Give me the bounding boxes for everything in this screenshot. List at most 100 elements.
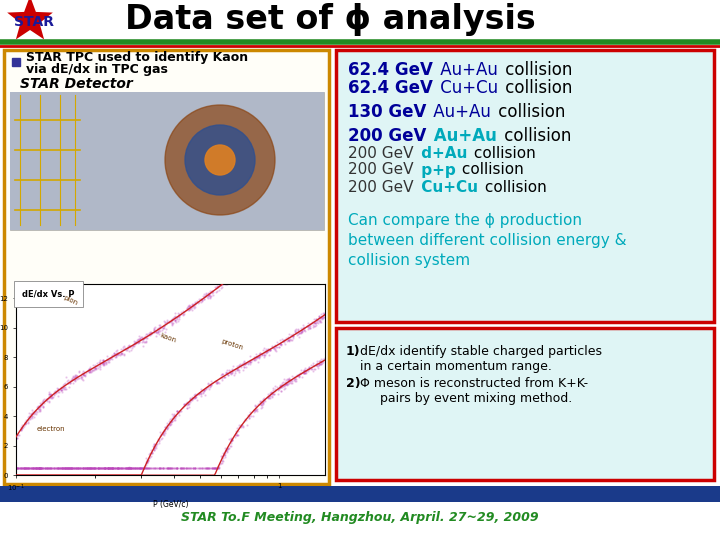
Text: STAR: STAR <box>14 15 54 29</box>
Point <box>210 463 221 472</box>
Point <box>206 377 217 386</box>
Point <box>242 265 253 273</box>
Point <box>33 463 45 472</box>
Point <box>189 301 200 310</box>
Point <box>308 364 320 373</box>
Point <box>137 337 148 346</box>
Point <box>23 463 35 472</box>
Point <box>174 463 186 472</box>
Point <box>311 360 323 368</box>
Point <box>22 463 34 472</box>
Point <box>141 332 153 340</box>
Point <box>313 311 325 320</box>
Point <box>300 265 311 273</box>
Point <box>181 397 193 406</box>
Point <box>84 265 95 273</box>
Point <box>277 265 289 273</box>
Point <box>132 338 144 347</box>
Point <box>130 265 142 273</box>
Point <box>81 463 93 472</box>
Point <box>66 463 77 472</box>
Point <box>44 388 55 396</box>
Point <box>133 338 145 347</box>
Point <box>43 265 55 273</box>
Point <box>73 265 85 273</box>
Point <box>255 349 266 357</box>
Point <box>19 463 31 472</box>
Point <box>149 265 161 273</box>
Point <box>130 339 142 348</box>
Point <box>102 463 114 472</box>
Point <box>157 434 168 442</box>
Point <box>85 463 96 472</box>
Point <box>166 420 177 428</box>
Point <box>46 265 58 273</box>
Point <box>235 423 246 431</box>
Point <box>138 463 150 472</box>
Point <box>202 265 213 273</box>
Point <box>231 361 243 370</box>
Point <box>312 265 324 273</box>
Point <box>61 265 73 273</box>
Point <box>320 265 331 273</box>
Point <box>315 315 326 324</box>
Point <box>56 463 68 472</box>
Point <box>284 335 295 344</box>
Point <box>307 265 319 273</box>
Point <box>35 406 46 414</box>
Point <box>37 463 48 472</box>
Point <box>240 265 251 273</box>
Point <box>294 265 305 273</box>
Point <box>161 265 172 273</box>
Point <box>73 367 84 375</box>
Point <box>254 265 266 273</box>
Point <box>66 375 78 384</box>
Point <box>102 265 114 273</box>
Point <box>248 265 260 273</box>
Point <box>98 463 109 472</box>
Point <box>172 265 184 273</box>
Point <box>69 371 81 380</box>
FancyBboxPatch shape <box>0 486 720 502</box>
Point <box>157 428 168 437</box>
Point <box>289 327 301 335</box>
Point <box>251 352 263 361</box>
Point <box>120 463 131 472</box>
Point <box>181 401 193 410</box>
Point <box>27 463 39 472</box>
Point <box>205 463 217 472</box>
Point <box>104 463 115 472</box>
Point <box>103 463 114 472</box>
Point <box>107 463 118 472</box>
Point <box>266 265 278 273</box>
Point <box>66 463 78 472</box>
Point <box>198 265 210 273</box>
Point <box>24 265 35 273</box>
Point <box>292 331 303 340</box>
Point <box>312 265 323 273</box>
Point <box>227 366 238 374</box>
Point <box>135 463 147 472</box>
Point <box>29 408 40 417</box>
Point <box>175 310 186 319</box>
Point <box>48 463 60 472</box>
Point <box>38 265 50 273</box>
Point <box>168 414 180 422</box>
Point <box>132 463 144 472</box>
Point <box>287 265 299 273</box>
Point <box>205 265 217 273</box>
Point <box>30 265 41 273</box>
Point <box>103 356 114 364</box>
Point <box>153 323 165 332</box>
Point <box>281 380 292 388</box>
Point <box>278 265 289 273</box>
Point <box>181 304 193 313</box>
Point <box>99 265 111 273</box>
Point <box>302 364 314 373</box>
Point <box>153 265 165 273</box>
Point <box>19 419 30 428</box>
Point <box>226 265 238 273</box>
Point <box>52 463 63 472</box>
Point <box>207 463 219 472</box>
Point <box>247 411 258 420</box>
